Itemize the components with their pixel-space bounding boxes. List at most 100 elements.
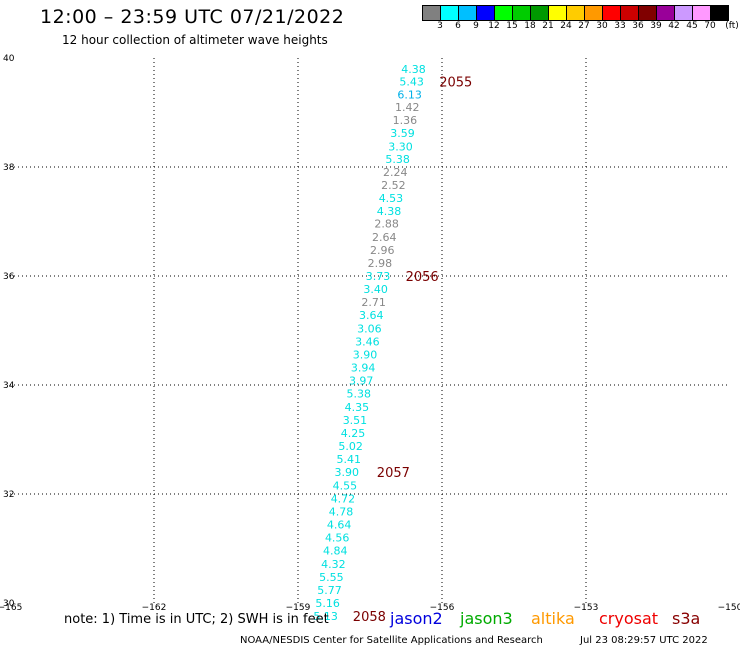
wave-height-value: 4.53 bbox=[379, 192, 404, 205]
scale-label: 45 bbox=[686, 21, 698, 31]
scale-swatch bbox=[549, 5, 567, 21]
satellite-legend-item: s3a bbox=[672, 609, 701, 628]
orbit-number-label: 2055 bbox=[439, 75, 472, 90]
scale-label: 70 bbox=[704, 21, 716, 31]
lon-tick-label: −165 bbox=[0, 603, 22, 613]
wave-height-value: 4.78 bbox=[329, 505, 354, 518]
satellite-legend-item: jason2 bbox=[390, 609, 443, 628]
wave-height-value: 4.32 bbox=[321, 558, 346, 571]
scale-swatch bbox=[477, 5, 495, 21]
satellite-legend-item: altika bbox=[531, 609, 575, 628]
scale-swatch bbox=[531, 5, 549, 21]
wave-height-value: 5.38 bbox=[385, 153, 410, 166]
orbit-number-label: 2058 bbox=[353, 610, 386, 625]
wave-height-value: 3.46 bbox=[355, 335, 380, 348]
wave-height-value: 2.88 bbox=[374, 218, 399, 231]
generated-timestamp: Jul 23 08:29:57 UTC 2022 bbox=[580, 635, 708, 646]
wave-height-value: 3.51 bbox=[343, 414, 368, 427]
lat-tick-label: 34 bbox=[3, 381, 15, 391]
lat-tick-label: 32 bbox=[3, 490, 14, 500]
wave-height-value: 3.40 bbox=[363, 283, 388, 296]
lon-tick-label: −150 bbox=[718, 603, 740, 613]
wave-height-value: 2.71 bbox=[361, 296, 386, 309]
wave-height-value: 2.52 bbox=[381, 179, 406, 192]
wave-height-value: 1.42 bbox=[395, 101, 420, 114]
lon-tick-label: −153 bbox=[574, 603, 599, 613]
wave-height-value: 5.43 bbox=[399, 75, 424, 88]
lat-tick-label: 30 bbox=[3, 599, 15, 609]
scale-label: 9 bbox=[473, 21, 479, 31]
scale-label: 21 bbox=[542, 21, 554, 31]
wave-height-value: 4.64 bbox=[327, 519, 352, 532]
wave-height-value: 3.59 bbox=[390, 127, 415, 140]
wave-height-value: 4.38 bbox=[377, 205, 402, 218]
wave-height-value: 4.35 bbox=[345, 401, 370, 414]
wave-height-value: 5.16 bbox=[315, 597, 340, 610]
scale-label: 39 bbox=[650, 21, 662, 31]
footnote: note: 1) Time is in UTC; 2) SWH is in fe… bbox=[64, 612, 329, 627]
lon-tick-label: −156 bbox=[430, 603, 455, 613]
wave-height-value: 3.30 bbox=[388, 140, 413, 153]
wave-height-value: 2.96 bbox=[370, 244, 395, 257]
satellite-legend-item: cryosat bbox=[599, 609, 659, 628]
scale-swatch bbox=[459, 5, 477, 21]
scale-label: 3 bbox=[437, 21, 443, 31]
scale-swatch bbox=[621, 5, 639, 21]
color-scale-bar bbox=[422, 5, 729, 21]
wave-height-value: 4.56 bbox=[325, 532, 350, 545]
wave-height-value: 3.97 bbox=[349, 375, 374, 388]
wave-height-value: 5.55 bbox=[319, 571, 344, 584]
scale-label: 27 bbox=[578, 21, 590, 31]
credit-line: NOAA/NESDIS Center for Satellite Applica… bbox=[240, 635, 543, 646]
wave-height-value: 5.02 bbox=[338, 440, 363, 453]
scale-swatch bbox=[657, 5, 675, 21]
lon-tick-label: −162 bbox=[142, 603, 167, 613]
scale-swatch bbox=[639, 5, 657, 21]
map-subtitle: 12 hour collection of altimeter wave hei… bbox=[62, 33, 328, 47]
wave-height-value: 5.41 bbox=[336, 453, 361, 466]
wave-height-value: 3.06 bbox=[357, 322, 382, 335]
scale-label: 30 bbox=[596, 21, 608, 31]
lat-tick-label: 38 bbox=[3, 163, 15, 173]
lat-tick-label: 40 bbox=[3, 54, 15, 64]
wave-height-value: 1.36 bbox=[393, 114, 418, 127]
wave-height-value: 4.72 bbox=[331, 492, 356, 505]
orbit-number-label: 2057 bbox=[377, 466, 410, 481]
map-title: 12:00 – 23:59 UTC 07/21/2022 bbox=[40, 6, 345, 28]
scale-label: 36 bbox=[632, 21, 644, 31]
scale-label: 18 bbox=[524, 21, 536, 31]
scale-swatch bbox=[441, 5, 459, 21]
wave-height-value: 2.24 bbox=[383, 166, 408, 179]
wave-height-value: 2.98 bbox=[368, 257, 393, 270]
scale-label: 12 bbox=[488, 21, 500, 31]
orbit-number-label: 2056 bbox=[406, 270, 439, 285]
scale-swatch bbox=[513, 5, 531, 21]
wave-height-value: 3.64 bbox=[359, 309, 384, 322]
scale-label: 15 bbox=[506, 21, 518, 31]
scale-swatch bbox=[693, 5, 711, 21]
wave-height-value: 4.25 bbox=[341, 427, 366, 440]
scale-swatch bbox=[711, 5, 729, 21]
scale-swatch bbox=[603, 5, 621, 21]
wave-height-value: 4.84 bbox=[323, 545, 348, 558]
wave-height-value: 3.73 bbox=[366, 270, 391, 283]
scale-label: 42 bbox=[668, 21, 680, 31]
scale-swatch bbox=[675, 5, 693, 21]
scale-swatch bbox=[495, 5, 513, 21]
wave-height-value: 4.55 bbox=[333, 479, 358, 492]
scale-swatch bbox=[422, 5, 441, 21]
wave-height-value: 5.38 bbox=[347, 388, 372, 401]
wave-height-value: 2.64 bbox=[372, 231, 397, 244]
scale-label: (ft) bbox=[725, 21, 739, 31]
wave-height-value: 3.90 bbox=[335, 466, 360, 479]
wave-height-value: 6.13 bbox=[397, 89, 422, 102]
wave-height-value: 3.90 bbox=[353, 348, 378, 361]
wave-height-value: 5.77 bbox=[317, 584, 342, 597]
scale-label: 33 bbox=[614, 21, 626, 31]
scale-label: 6 bbox=[455, 21, 461, 31]
satellite-legend-item: jason3 bbox=[460, 609, 513, 628]
scale-label: 24 bbox=[560, 21, 572, 31]
wave-height-value: 5.13 bbox=[313, 610, 338, 623]
wave-height-value: 3.94 bbox=[351, 362, 376, 375]
